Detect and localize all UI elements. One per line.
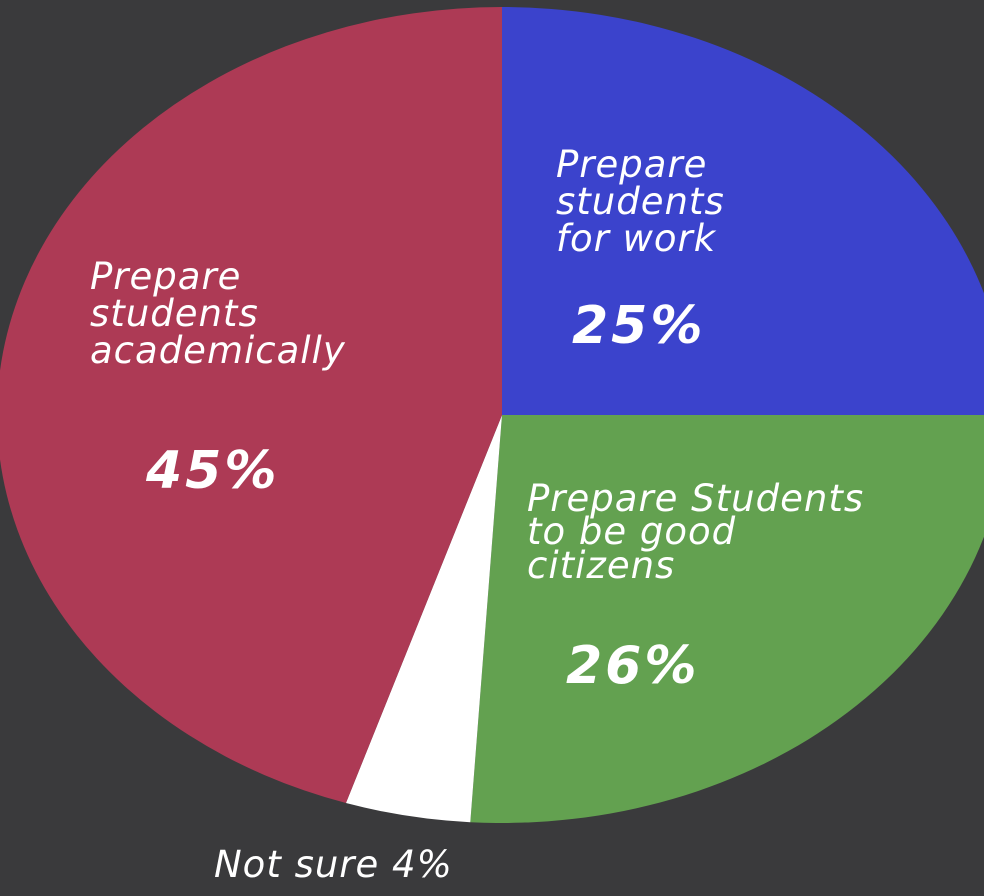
pie-slice-prepare-students-to-be-good-citizens [470, 415, 984, 823]
slice-label-not-sure: Not sure 4% [214, 843, 453, 886]
work-label-line-1: Prepare [556, 143, 708, 186]
slice-percent-work: 25% [572, 296, 706, 356]
work-label-line-3: for work [556, 217, 717, 260]
slice-label-work: Prepare students for work [556, 146, 725, 257]
citizens-label-line-3: citizens [527, 543, 676, 587]
pie-slice-prepare-students-academically [0, 7, 502, 804]
academic-label-line-3: academically [90, 329, 346, 372]
slice-label-citizens: Prepare Students to be good citizens [527, 477, 865, 587]
pie-slice-prepare-students-for-work [502, 7, 984, 415]
academic-label-line-2: students [90, 292, 259, 335]
slice-percent-academic: 45% [146, 441, 280, 501]
slice-label-academic: Prepare students academically [90, 258, 346, 369]
academic-label-line-1: Prepare [90, 255, 242, 298]
slice-percent-citizens: 26% [566, 636, 700, 696]
citizens-label-line-2: to be good [527, 510, 737, 554]
citizens-label-line-1: Prepare Students [527, 477, 865, 520]
pie-slice-not-sure [345, 415, 502, 823]
work-label-line-2: students [556, 180, 725, 223]
